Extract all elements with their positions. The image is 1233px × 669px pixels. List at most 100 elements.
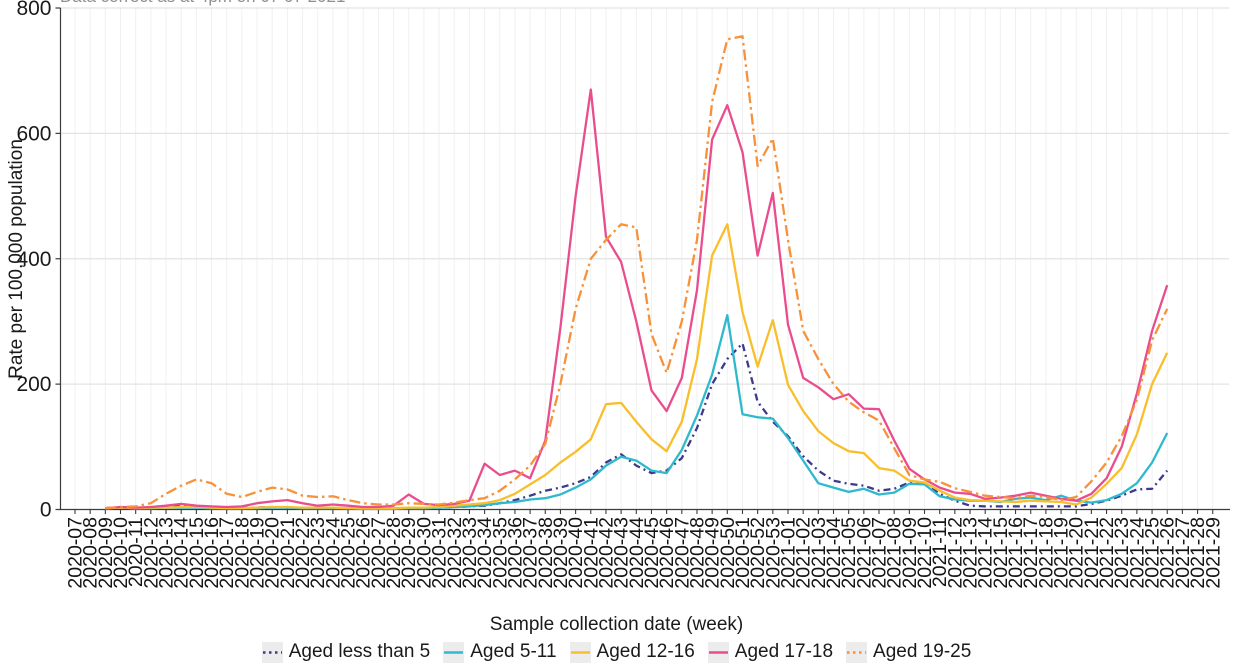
x-tick-label: 2021-27 [1172, 517, 1194, 589]
legend-item-aged-less-than-5: Aged less than 5 [261, 641, 431, 663]
legend-label: Aged 5-11 [470, 641, 557, 662]
x-tick-label: 2021-12 [944, 517, 966, 589]
legend-key-swatch [569, 641, 591, 663]
x-tick-label: 2021-25 [1142, 517, 1164, 589]
series-aged-12-16 [105, 223, 1169, 510]
x-tick-label: 2020-53 [762, 517, 784, 589]
y-tick-label: 800 [16, 0, 51, 20]
x-tick-label: 2020-12 [140, 517, 162, 589]
x-tick-label: 2020-17 [216, 517, 238, 589]
legend-key-swatch [707, 641, 729, 663]
x-tick-label: 2020-24 [322, 517, 344, 589]
x-tick-label: 2020-35 [489, 517, 511, 589]
x-tick-label: 2020-14 [171, 517, 193, 589]
x-tick-label: 2021-29 [1202, 517, 1224, 589]
x-tick-label: 2021-02 [793, 517, 815, 589]
x-tick-label: 2021-16 [1005, 517, 1027, 589]
legend-item-aged-19-25: Aged 19-25 [846, 641, 971, 663]
x-tick-label: 2021-20 [1066, 517, 1088, 589]
x-tick-label: 2021-22 [1096, 517, 1118, 589]
x-tick-label: 2020-46 [656, 517, 678, 589]
clipped-caption: Data correct as at 4pm on 07 07 2021 [60, 0, 345, 7]
y-axis-title: Rate per 100,000 population [6, 139, 27, 379]
x-tick-label: 2020-42 [596, 517, 618, 589]
x-tick-label: 2020-08 [80, 517, 102, 589]
x-tick-label: 2020-36 [504, 517, 526, 589]
x-tick-label: 2021-15 [990, 517, 1012, 589]
x-tick-label: 2020-26 [353, 517, 375, 589]
y-tick-label: 0 [40, 499, 52, 522]
x-tick-label: 2021-10 [914, 517, 936, 589]
gridlines [60, 7, 1229, 510]
x-tick-label: 2020-38 [535, 517, 557, 589]
x-axis-title: Sample collection date (week) [489, 614, 744, 635]
x-tick-label: 2020-28 [383, 517, 405, 589]
x-tick-label: 2020-29 [398, 517, 420, 589]
x-tick-label: 2021-19 [1051, 517, 1073, 589]
x-tick-label: 2020-10 [110, 517, 132, 589]
x-tick-label: 2021-26 [1157, 517, 1179, 589]
legend-item-aged-17-18: Aged 17-18 [707, 641, 834, 663]
x-tick-label: 2020-30 [413, 517, 435, 589]
x-tick-label: 2021-21 [1081, 517, 1103, 589]
x-tick-label: 2020-19 [247, 517, 269, 589]
x-tick-label: 2020-07 [65, 517, 87, 589]
x-tick-labels: 2020-072020-082020-092020-102020-112020-… [65, 509, 1224, 589]
x-tick-label: 2021-08 [884, 517, 906, 589]
y-tick-labels: 0 200 400 600 800 [16, 0, 61, 522]
legend-label: Aged 12-16 [596, 641, 695, 662]
x-tick-label: 2020-41 [580, 517, 602, 589]
x-tick-label: 2020-50 [717, 517, 739, 589]
x-tick-label: 2021-23 [1111, 517, 1133, 589]
x-tick-label: 2020-22 [292, 517, 314, 589]
y-tick-label: 400 [16, 248, 51, 271]
x-tick-label: 2021-06 [853, 517, 875, 589]
x-tick-label: 2021-14 [975, 517, 997, 589]
x-tick-label: 2021-03 [808, 517, 830, 589]
legend-label: Aged 19-25 [873, 641, 972, 662]
x-tick-label: 2020-51 [732, 517, 754, 589]
x-tick-label: 2021-07 [869, 517, 891, 589]
x-tick-label: 2020-13 [156, 517, 178, 589]
x-tick-label: 2020-16 [201, 517, 223, 589]
x-tick-label: 2020-25 [338, 517, 360, 589]
series-aged-17-18 [105, 88, 1169, 510]
x-tick-label: 2020-32 [444, 517, 466, 589]
x-tick-label: 2020-47 [671, 517, 693, 589]
x-tick-label: 2020-34 [474, 517, 496, 589]
x-tick-label: 2020-11 [125, 517, 147, 587]
x-tick-label: 2020-39 [550, 517, 572, 589]
y-tick-label: 200 [16, 373, 51, 396]
x-tick-label: 2020-33 [459, 517, 481, 589]
x-tick-label: 2020-44 [626, 517, 648, 589]
x-tick-label: 2021-09 [899, 517, 921, 589]
x-tick-label: 2020-43 [611, 517, 633, 589]
legend-label: Aged 17-18 [734, 641, 834, 662]
y-tick-label: 600 [16, 122, 51, 145]
x-tick-label: 2021-28 [1187, 517, 1209, 589]
x-tick-label: 2021-17 [1020, 517, 1042, 589]
x-tick-label: 2020-18 [231, 517, 253, 589]
x-tick-label: 2020-31 [429, 517, 451, 589]
x-tick-label: 2021-13 [960, 517, 982, 589]
x-tick-label: 2020-27 [368, 517, 390, 589]
x-tick-label: 2021-05 [838, 517, 860, 589]
x-tick-label: 2020-49 [702, 517, 724, 589]
x-tick-label: 2020-48 [687, 517, 709, 589]
legend-item-aged-5-11: Aged 5-11 [443, 641, 557, 663]
legend-key-swatch [261, 641, 283, 663]
x-tick-label: 2021-01 [778, 517, 800, 589]
x-tick-label: 2020-45 [641, 517, 663, 589]
x-tick-label: 2021-04 [823, 517, 845, 589]
legend-label: Aged less than 5 [288, 641, 431, 662]
x-tick-label: 2020-09 [95, 517, 117, 589]
legend-key-swatch [443, 641, 465, 663]
x-tick-label: 2020-40 [565, 517, 587, 589]
x-tick-label: 2020-15 [186, 517, 208, 589]
chart-legend: Aged less than 5 Aged 5-11 Aged 12-16 Aged … [0, 641, 1233, 663]
x-tick-label: 2020-20 [262, 517, 284, 589]
series-aged-19-25 [105, 35, 1169, 510]
x-tick-label: 2020-21 [277, 517, 299, 589]
